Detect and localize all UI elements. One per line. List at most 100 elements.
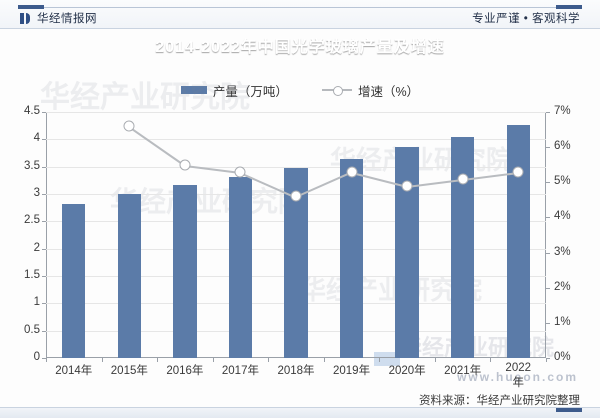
bar [117,194,141,358]
data-point-marker [512,166,524,178]
data-point-marker [179,159,191,171]
watermark-block [374,352,400,366]
legend-label-output: 产量（万吨） [212,84,288,99]
x-axis-tick [46,358,47,362]
x-axis-tick-label: 2018年 [277,365,315,377]
x-axis-tick-label: 2020年 [388,365,426,377]
x-axis-tick [157,358,159,362]
header-cap-right [556,5,582,9]
plot-area: 0 0.5 1 1.5 2 2.5 3 3.5 4 4.5 0% 1% 2% 3% 4% 5% 6% 7% 2014… [24,105,571,389]
y-axis-right-tick [546,217,550,219]
x-axis-tick-label: 2017年 [221,365,259,377]
x-axis-tick [546,358,547,362]
gridline [46,112,546,113]
play-flag-icon [20,12,32,24]
y-axis-left-tick-label: 4.5 [24,105,40,117]
y-axis-left-tick [42,303,46,305]
y-axis-left-tick-label: 2.5 [24,214,40,227]
bar [62,204,86,358]
x-axis-tick-label: 2015年 [110,365,148,377]
y-axis-left-tick [42,358,46,359]
y-axis-right-tick [546,112,550,113]
page-title: 2014-2022年中国光学玻璃产量及增速 [155,39,445,56]
y-axis-right-tick-label: 5% [554,175,571,188]
y-axis-left-tick-label: 3.5 [24,159,40,172]
chart-title-band: 2014-2022年中国光学玻璃产量及增速 [0,28,600,62]
y-axis-left-tick-label: 0.5 [24,323,40,336]
y-axis-left-tick [42,139,46,141]
y-axis-right-tick [546,147,550,149]
y-axis-left-tick-label: 1 [33,296,40,309]
gridline [46,166,546,168]
y-axis-left-tick [42,194,46,195]
data-point-marker [290,190,302,202]
y-axis-left-tick [42,221,46,223]
header-rule [18,7,582,8]
source-note: 资料来源：华经产业研究院整理 [419,395,580,407]
bar [173,185,197,358]
y-axis-right-tick-label: 0% [554,351,571,363]
y-axis-left-tick [42,248,46,250]
x-axis-tick [490,358,492,362]
brand: 华经情报网 [20,10,97,26]
bar [228,176,253,358]
x-axis-tick-label: 2014年 [55,365,93,377]
x-axis-tick-label: 2021年 [444,365,482,377]
x-axis-tick-label: 2022年 [505,362,532,389]
y-axis-left-tick [42,276,46,277]
data-point-marker [346,166,358,178]
legend-item-output: 产量（万吨） [180,81,288,100]
legend-label-growth: 增速（%） [357,84,420,99]
x-axis-tick [212,358,214,362]
y-axis-right-tick-label: 7% [554,105,571,117]
y-axis-right-tick-label: 6% [554,140,571,153]
x-axis-tick [323,358,325,362]
tagline: 专业严谨 • 客观科学 [472,13,580,25]
brand-label: 华经情报网 [37,13,97,25]
y-axis-right-tick-label: 4% [554,210,571,223]
top-brand-bar: 华经情报网 专业严谨 • 客观科学 [0,0,600,29]
data-point-marker [457,173,469,185]
y-axis-left-tick [42,330,46,332]
y-axis-left-tick-label: 2 [33,241,40,254]
y-axis-left-tick-label: 0 [33,351,40,363]
y-axis-right-tick-label: 3% [554,245,571,258]
chart-legend: 产量（万吨） 增速（%） [0,78,600,102]
watermark-url: www.huaon.com [457,370,578,384]
y-axis-right-tick-label: 2% [554,280,571,293]
bar [451,136,475,358]
y-axis-left-tick-label: 4 [33,132,40,145]
y-axis-right-tick [546,358,550,359]
x-axis-tick [434,358,436,362]
y-axis-right-tick [546,182,550,184]
x-axis-tick-label: 2019年 [333,365,371,377]
bar [339,159,364,358]
x-axis-tick-label: 2016年 [166,365,204,377]
bottom-bar [0,407,600,418]
x-axis-tick [101,358,103,362]
legend-line-swatch [321,85,352,96]
header-cap-left [18,5,44,9]
y-axis-right-tick [546,322,550,324]
y-axis-right [545,112,546,358]
bar [506,125,530,358]
legend-bar-swatch [180,86,207,94]
bar [395,147,419,358]
y-axis-left [46,112,47,358]
y-axis-right-tick [546,252,550,254]
gridline [46,139,546,141]
footer-cap [556,408,582,412]
x-axis-tick [268,358,270,362]
y-axis-left-tick [42,166,46,168]
y-axis-right-tick-label: 1% [554,315,571,328]
y-axis-left-tick [42,112,46,113]
y-axis-left-tick-label: 1.5 [24,269,40,281]
x-axis-tick [379,358,381,362]
data-point-marker [123,120,135,132]
legend-item-growth: 增速（%） [321,81,420,100]
data-point-marker [234,166,246,178]
bar [284,168,308,358]
data-point-marker [401,180,413,192]
y-axis-left-tick-label: 3 [33,187,40,199]
